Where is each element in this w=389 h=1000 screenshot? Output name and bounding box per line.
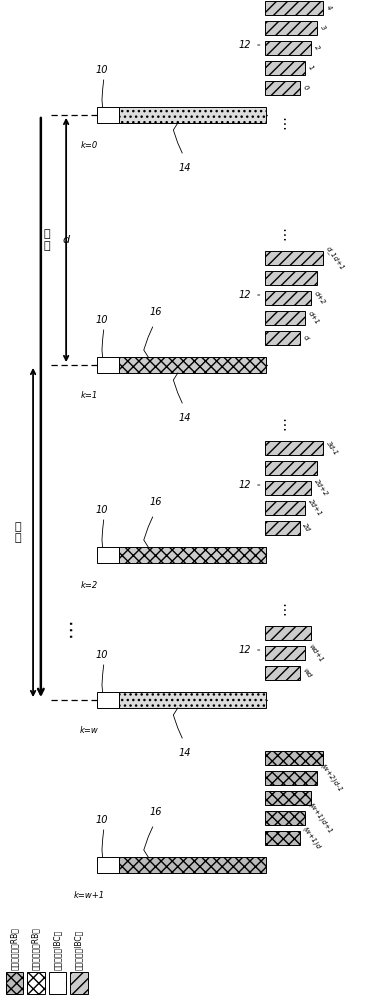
Text: 1: 1 — [307, 64, 315, 72]
Text: 16: 16 — [149, 307, 162, 317]
Text: ⋯: ⋯ — [61, 618, 79, 637]
Bar — [265, 291, 311, 305]
Bar — [27, 972, 45, 994]
Text: 3d-1: 3d-1 — [325, 440, 339, 456]
Bar — [119, 107, 266, 123]
Text: 4: 4 — [325, 4, 332, 12]
Text: d+1: d+1 — [307, 310, 321, 326]
Text: 3: 3 — [319, 24, 326, 32]
Bar — [97, 547, 119, 563]
Bar — [97, 107, 119, 123]
Bar — [49, 972, 66, 994]
Bar — [265, 461, 317, 475]
Text: wd+1: wd+1 — [307, 643, 324, 663]
Bar — [119, 857, 266, 873]
Bar — [265, 41, 311, 55]
Text: 12: 12 — [238, 290, 251, 300]
Text: 14: 14 — [179, 413, 191, 423]
Text: ⋯: ⋯ — [277, 416, 291, 430]
Text: 12: 12 — [238, 40, 251, 50]
Bar — [265, 521, 300, 535]
Bar — [265, 311, 305, 325]
Text: 瞬量主帧（IBC）: 瞬量主帧（IBC） — [74, 930, 83, 970]
Bar — [265, 646, 305, 660]
Bar — [265, 331, 300, 345]
Text: 12: 12 — [238, 480, 251, 490]
Text: 完整主帧（IBC）: 完整主帧（IBC） — [53, 930, 62, 970]
Bar — [265, 751, 323, 765]
Text: (w+2)d-1: (w+2)d-1 — [319, 763, 343, 793]
Bar — [265, 271, 317, 285]
Bar — [70, 972, 88, 994]
Bar — [6, 972, 23, 994]
Text: ⋯: ⋯ — [277, 601, 291, 615]
Text: 14: 14 — [179, 163, 191, 173]
Text: 14: 14 — [179, 748, 191, 758]
Text: ⋯: ⋯ — [277, 115, 291, 129]
Bar — [265, 61, 305, 75]
Bar — [97, 857, 119, 873]
Text: 16: 16 — [149, 807, 162, 817]
Text: 2: 2 — [313, 44, 321, 52]
Text: 10: 10 — [95, 65, 108, 75]
Text: 10: 10 — [95, 815, 108, 825]
Bar — [265, 481, 311, 495]
Text: d: d — [301, 334, 309, 342]
Bar — [119, 692, 266, 708]
Bar — [265, 251, 323, 265]
Text: 0: 0 — [301, 84, 309, 92]
Bar — [265, 666, 300, 680]
Text: 10: 10 — [95, 505, 108, 515]
Text: k=w+1: k=w+1 — [74, 891, 105, 900]
Bar — [265, 501, 305, 515]
Text: 2d: 2d — [301, 523, 312, 533]
Text: 完整顺序帧（RB）: 完整顺序帧（RB） — [10, 927, 19, 970]
Bar — [97, 357, 119, 373]
Text: 16: 16 — [149, 497, 162, 507]
Bar — [265, 81, 300, 95]
Bar — [265, 771, 317, 785]
Text: k=0: k=0 — [81, 141, 98, 150]
Text: 2d+1: 2d+1 — [307, 498, 323, 518]
Text: k=1: k=1 — [81, 391, 98, 400]
Text: ⋯: ⋯ — [277, 226, 291, 240]
Text: (w+1)d+1: (w+1)d+1 — [307, 801, 334, 835]
Bar — [265, 441, 323, 455]
Bar — [119, 547, 266, 563]
Bar — [265, 811, 305, 825]
Bar — [265, 791, 311, 805]
Text: d: d — [63, 235, 70, 245]
Bar — [265, 831, 300, 845]
Text: 窗
口: 窗 口 — [14, 522, 21, 543]
Text: 瞬量顺序帧（RB）: 瞬量顺序帧（RB） — [32, 927, 40, 970]
Bar — [119, 357, 266, 373]
Text: (w+1)d: (w+1)d — [301, 825, 322, 851]
Text: 12: 12 — [238, 645, 251, 655]
Text: wd: wd — [301, 667, 312, 679]
Text: 2d+2: 2d+2 — [313, 478, 329, 498]
Text: 间
隔: 间 隔 — [43, 229, 50, 251]
Text: k=2: k=2 — [81, 581, 98, 590]
Bar — [265, 1, 323, 15]
Text: 10: 10 — [95, 650, 108, 660]
Bar — [265, 626, 311, 640]
Text: k=w: k=w — [80, 726, 99, 735]
Text: 10: 10 — [95, 315, 108, 325]
Text: d+2: d+2 — [313, 290, 327, 306]
Text: d_1d+1: d_1d+1 — [325, 245, 346, 271]
Bar — [97, 692, 119, 708]
Bar — [265, 21, 317, 35]
